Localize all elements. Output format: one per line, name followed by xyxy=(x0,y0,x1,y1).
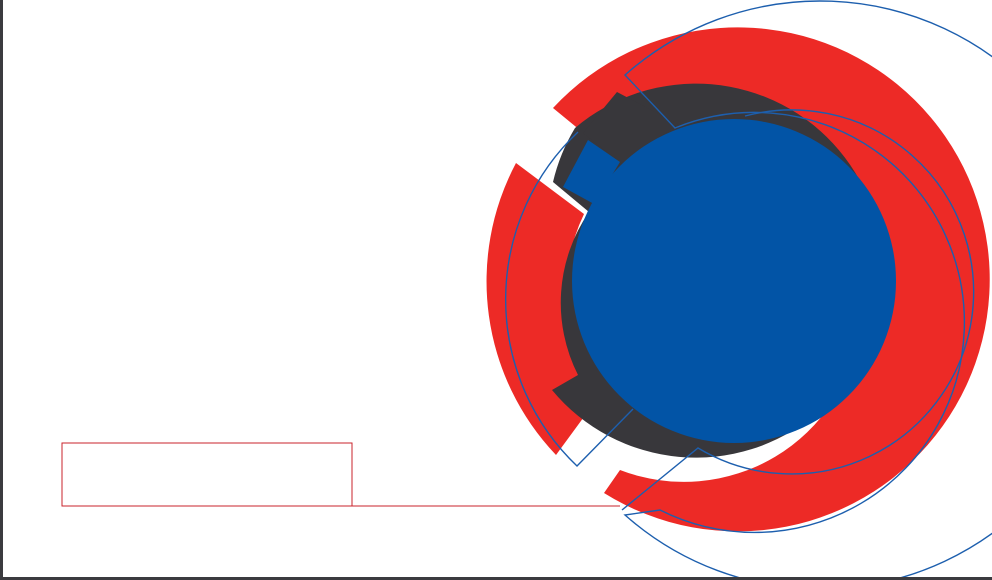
blue-disc xyxy=(572,119,896,443)
inner-outline-circle xyxy=(621,109,975,511)
red-ring xyxy=(553,27,990,532)
blue-disc-extension xyxy=(563,140,620,204)
dark-ring-top-band xyxy=(583,92,678,164)
large-outline-circle xyxy=(623,0,992,577)
inner-outline-left-arc xyxy=(504,131,634,467)
empty-text-frame xyxy=(61,442,353,507)
canvas-bottom-edge xyxy=(0,577,992,580)
canvas-left-edge xyxy=(0,0,3,580)
